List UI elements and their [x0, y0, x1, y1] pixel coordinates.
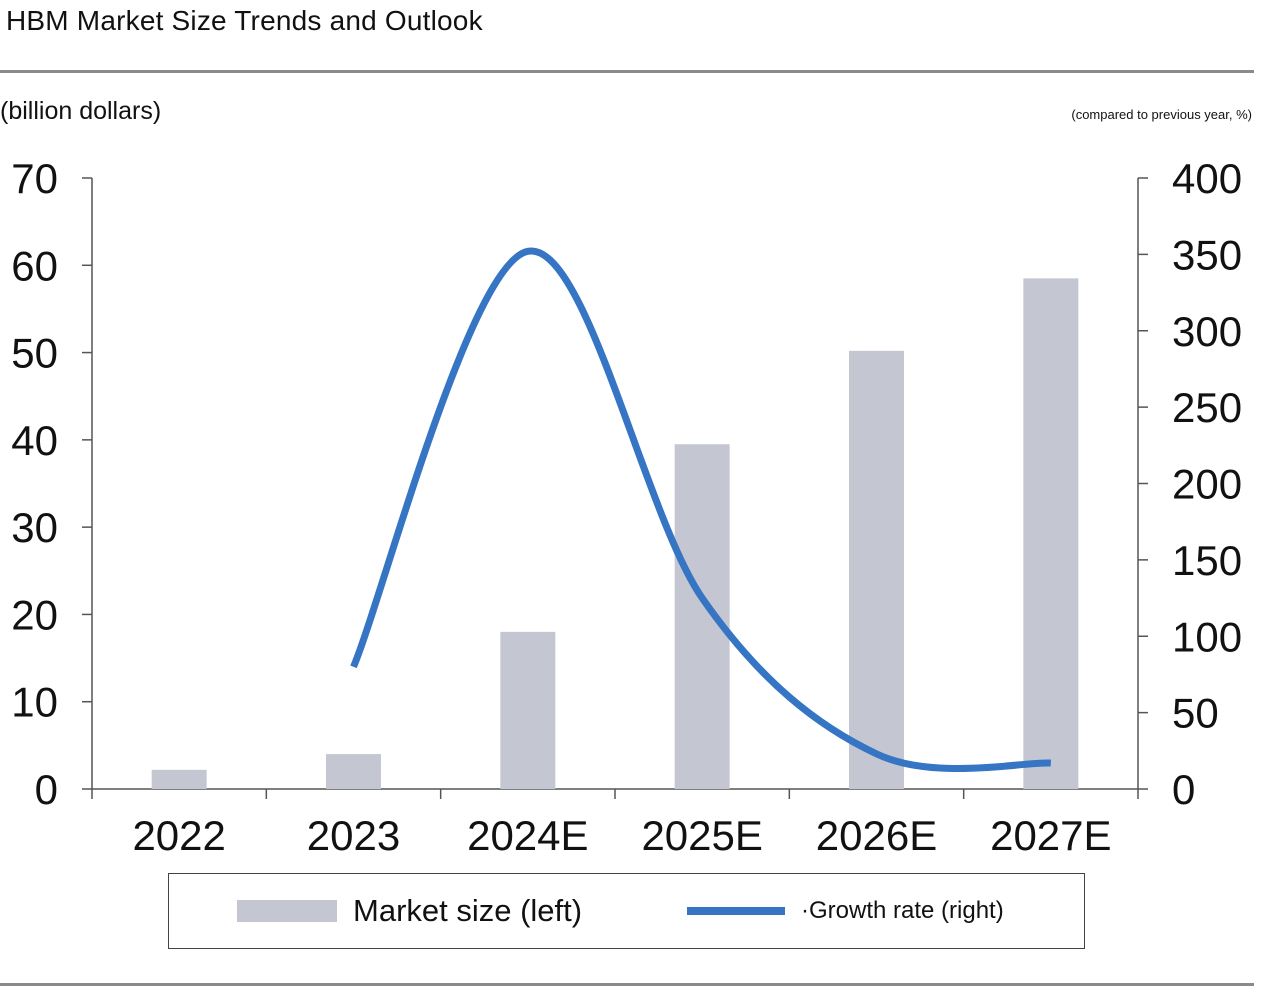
market-size-bar	[1023, 278, 1079, 789]
line-swatch-icon	[687, 907, 785, 915]
left-axis-tick-label: 20	[11, 591, 58, 638]
left-axis-tick-label: 40	[11, 417, 58, 464]
bar-swatch-icon	[237, 900, 337, 922]
market-size-bar	[151, 769, 207, 789]
right-axis-tick-label: 200	[1172, 461, 1242, 508]
legend-label-market-size: Market size (left)	[353, 893, 583, 928]
left-axis-tick-label: 0	[35, 766, 58, 813]
x-axis-category-label: 2027E	[990, 812, 1111, 859]
legend-label-growth-rate: ·Growth rate (right)	[801, 897, 1004, 924]
x-axis-category-label: 2022	[132, 812, 225, 859]
right-axis-unit: (compared to previous year, %)	[1071, 107, 1252, 122]
x-axis-category-label: 2023	[307, 812, 400, 859]
chart-title: HBM Market Size Trends and Outlook	[6, 5, 483, 36]
left-axis-tick-label: 10	[11, 679, 58, 726]
left-axis-tick-label: 70	[11, 155, 58, 202]
right-axis-tick-label: 300	[1172, 308, 1242, 355]
market-size-bar	[500, 631, 556, 789]
x-axis-category-label: 2026E	[816, 812, 937, 859]
right-axis-tick-label: 0	[1172, 766, 1195, 813]
market-size-bar	[674, 444, 730, 789]
growth-rate-line	[350, 247, 1052, 773]
bottom-divider	[0, 983, 1254, 986]
left-axis-unit: (billion dollars)	[0, 97, 162, 125]
x-axis-category-label: 2024E	[467, 812, 588, 859]
left-axis-tick-label: 50	[11, 330, 58, 377]
top-divider	[0, 70, 1254, 73]
legend-item-growth-rate: ·Growth rate (right)	[687, 874, 1004, 948]
right-axis-tick-label: 250	[1172, 384, 1242, 431]
right-axis-tick-label: 100	[1172, 613, 1242, 660]
legend-item-market-size: Market size (left)	[237, 874, 582, 948]
x-axis-category-label: 2025E	[641, 812, 762, 859]
left-axis-tick-label: 30	[11, 504, 58, 551]
right-axis-tick-label: 400	[1172, 155, 1242, 202]
market-size-bar	[326, 754, 381, 789]
chart-legend: Market size (left) ·Growth rate (right)	[168, 873, 1085, 949]
left-axis-tick-label: 60	[11, 242, 58, 289]
right-axis-tick-label: 350	[1172, 231, 1242, 278]
right-axis-tick-label: 50	[1172, 690, 1219, 737]
market-size-bar	[849, 350, 904, 789]
right-axis-tick-label: 150	[1172, 537, 1242, 584]
